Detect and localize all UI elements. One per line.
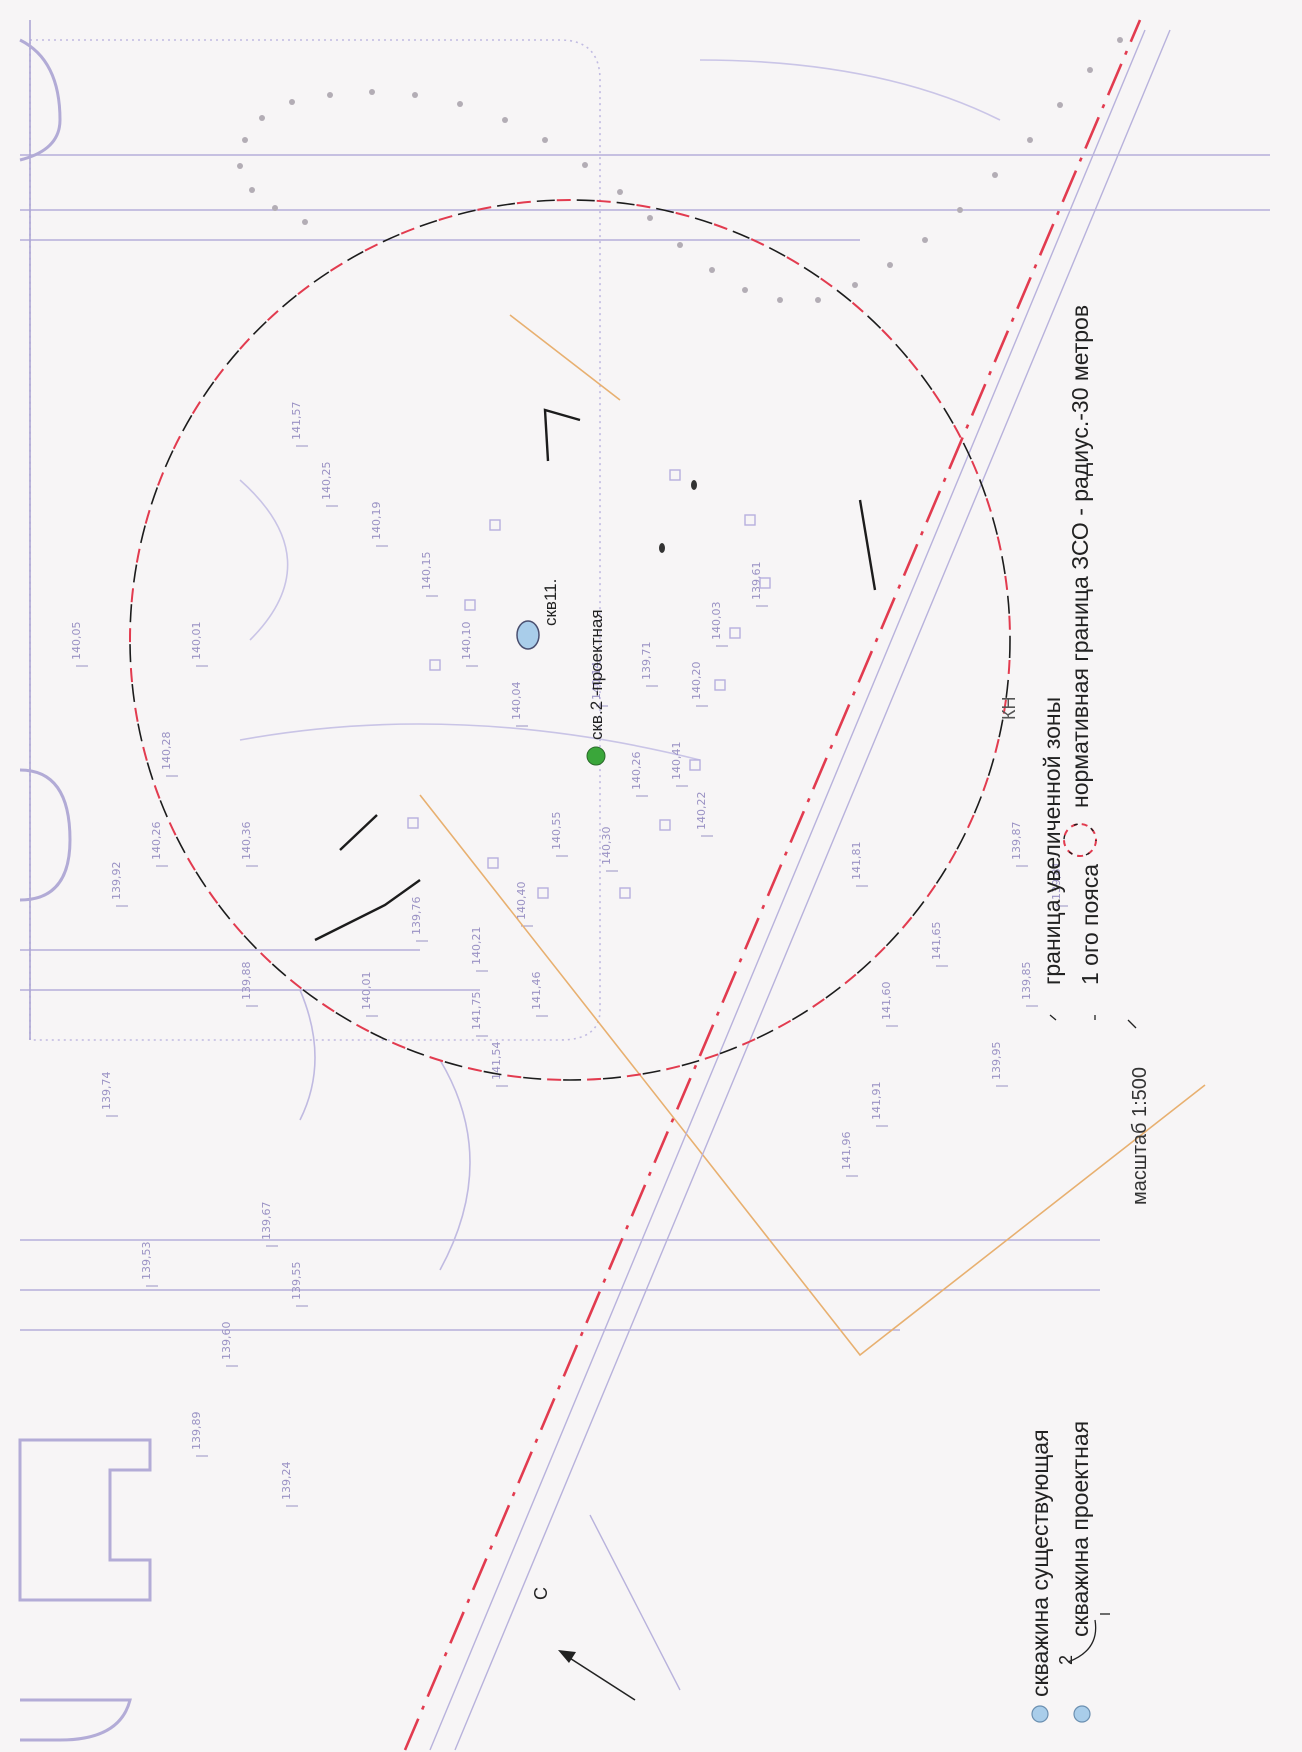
projected-well-marker — [586, 746, 606, 766]
projected-well-label: скв.2 -проектная — [587, 609, 606, 740]
elevation-mark: 141,81 — [850, 842, 863, 881]
wells — [516, 480, 697, 766]
scale-label: масштаб 1:500 — [1129, 1067, 1151, 1205]
plot-markers — [407, 469, 771, 899]
elevation-mark: 139,60 — [220, 1322, 233, 1361]
elevation-mark: 140,10 — [460, 622, 473, 661]
legend-zone-label-2: 1 ого пояса — [1077, 864, 1103, 985]
elevation-mark: 140,03 — [710, 602, 723, 641]
utility-corridor — [403, 19, 1171, 1751]
elevation-mark: 139,53 — [140, 1242, 153, 1281]
elevation-mark: 140,19 — [370, 502, 383, 541]
elevation-mark: 140,36 — [240, 822, 253, 861]
elevation-mark: 140,28 — [160, 732, 173, 771]
elevation-mark: 139,71 — [640, 642, 653, 681]
legend-projected-well-prefix: 2 — [1056, 1655, 1076, 1665]
elevation-mark: 141,46 — [530, 972, 543, 1011]
elevation-mark: 141,65 — [930, 922, 943, 961]
elevation-mark: 139,87 — [1010, 822, 1023, 861]
elevation-mark: 139,85 — [1020, 962, 1033, 1001]
legend-existing-well-icon — [1031, 1705, 1049, 1723]
elevation-mark: 140,15 — [420, 552, 433, 591]
dark-point-2 — [659, 543, 665, 553]
elevation-mark: 139,92 — [110, 862, 123, 901]
kn-marker-label: КН — [999, 697, 1019, 720]
legend-zone-label-1: граница увеличенной зоны — [1039, 697, 1065, 985]
elevation-mark: 139,81 — [1050, 862, 1063, 901]
elevation-mark: 140,30 — [600, 827, 613, 866]
elevation-mark: 140,41 — [670, 742, 683, 781]
elevation-mark: 139,74 — [100, 1072, 113, 1111]
existing-well-marker — [516, 620, 540, 650]
elevation-mark: 140,04 — [510, 682, 523, 721]
project-fence — [314, 408, 877, 942]
tree-line — [237, 37, 1123, 303]
background-plan-lines — [18, 20, 1270, 1742]
elevation-labels: 140,01 139,76 140,21 140,40 140,55 140,30 140,… — [70, 402, 1068, 1507]
elevation-mark: 140,21 — [470, 927, 483, 966]
elevation-mark: 141,54 — [490, 1042, 503, 1081]
elevation-mark: 140,26 — [630, 752, 643, 791]
elevation-mark: 140,14 — [590, 662, 603, 701]
elevation-mark: 139,95 — [990, 1042, 1003, 1081]
legend-normative-zone-label: нормативная граница ЗСО - радиус.-30 мет… — [1067, 305, 1093, 808]
elevation-mark: 139,61 — [750, 562, 763, 601]
legend-projected-well-icon — [1073, 1705, 1091, 1723]
north-arrow-label: С — [531, 1587, 551, 1600]
elevation-mark: 141,60 — [880, 982, 893, 1021]
dark-point-1 — [691, 480, 697, 490]
plot-boundary — [419, 314, 1206, 1357]
elevation-mark: 140,26 — [150, 822, 163, 861]
elevation-mark: 140,55 — [550, 812, 563, 851]
elevation-mark: 140,01 — [190, 622, 203, 661]
elevation-mark: 140,22 — [695, 792, 708, 831]
elevation-mark: 139,24 — [280, 1462, 293, 1501]
elevation-mark: 139,55 — [290, 1262, 303, 1301]
elevation-mark: 139,76 — [410, 897, 423, 936]
north-arrow: С — [531, 1587, 636, 1701]
existing-well-label: скв11. — [541, 579, 560, 626]
elevation-mark: 141,96 — [840, 1132, 853, 1171]
elevation-mark: 139,67 — [260, 1202, 273, 1241]
elevation-mark: 140,20 — [690, 662, 703, 701]
elevation-mark: 140,05 — [70, 622, 83, 661]
elevation-mark: 141,57 — [290, 402, 303, 441]
elevation-mark: 139,89 — [190, 1412, 203, 1451]
elevation-mark: 141,91 — [870, 1082, 883, 1121]
protection-zone-circle — [129, 199, 1011, 1081]
elevation-mark: 140,25 — [320, 462, 333, 501]
legend: скважина существующая 2 скважина проектн… — [1027, 305, 1151, 1723]
legend-projected-well-label: скважина проектная — [1067, 1421, 1093, 1637]
elevation-mark: 141,75 — [470, 992, 483, 1031]
legend-existing-well-label: скважина существующая — [1027, 1429, 1053, 1697]
elevation-mark: 139,88 — [240, 962, 253, 1001]
elevation-mark: 140,01 — [360, 972, 373, 1011]
elevation-mark: 140,40 — [515, 882, 528, 921]
